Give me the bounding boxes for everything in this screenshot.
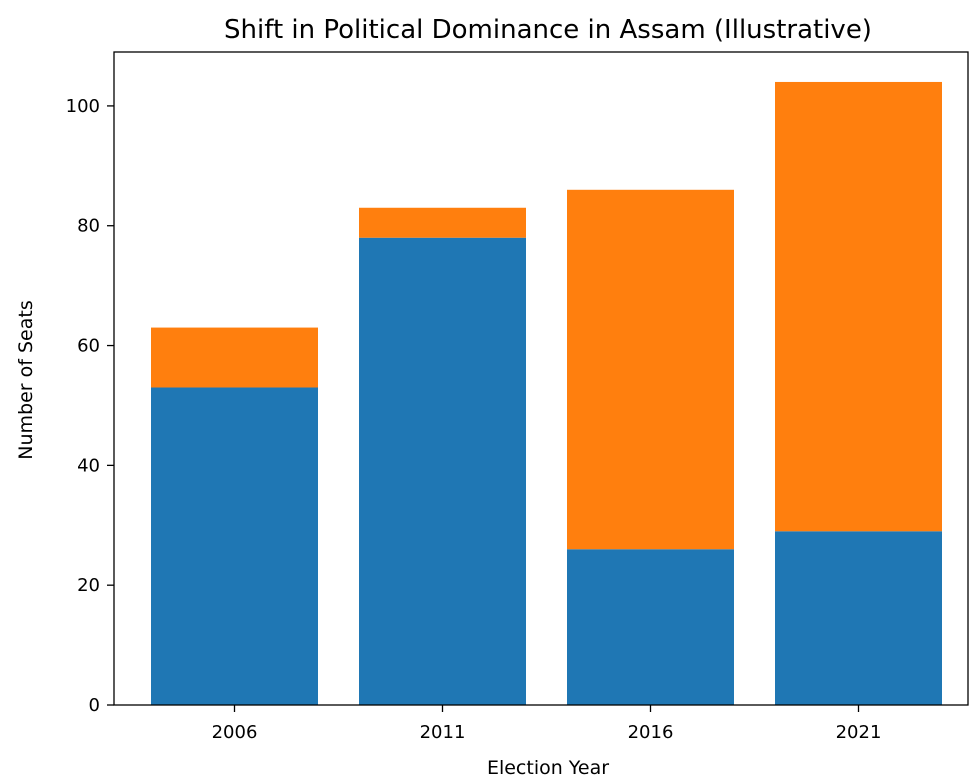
bar-series-1-2016 [567,549,734,705]
bar-series-2-2006 [151,327,318,388]
plot-frame [113,51,969,706]
y-tick-label-0: 0 [89,695,100,716]
bar-series-1-2011 [359,237,526,706]
bar-series-1-2021 [775,531,942,705]
x-axis: 2006 2011 2016 2021 [212,705,882,743]
y-axis: 0 20 40 60 80 100 [66,96,114,716]
y-tick-label-100: 100 [66,96,100,117]
x-tick-label-2021: 2021 [836,722,882,743]
bar-series-2-2011 [359,207,526,238]
y-axis-label: Number of Seats [15,300,37,459]
y-tick-label-60: 60 [77,336,100,357]
x-tick-label-2011: 2011 [420,722,466,743]
y-tick-label-20: 20 [77,575,100,596]
bar-series-2-2021 [775,81,942,532]
chart-title: Shift in Political Dominance in Assam (I… [224,15,872,45]
x-axis-label: Election Year [487,757,609,779]
y-tick-label-40: 40 [77,455,100,476]
bar-series-1-2006 [151,387,318,705]
y-tick-label-80: 80 [77,216,100,237]
x-tick-label-2006: 2006 [212,722,258,743]
bar-series-2-2016 [567,189,734,550]
plot-area [151,81,942,706]
x-tick-label-2016: 2016 [628,722,674,743]
